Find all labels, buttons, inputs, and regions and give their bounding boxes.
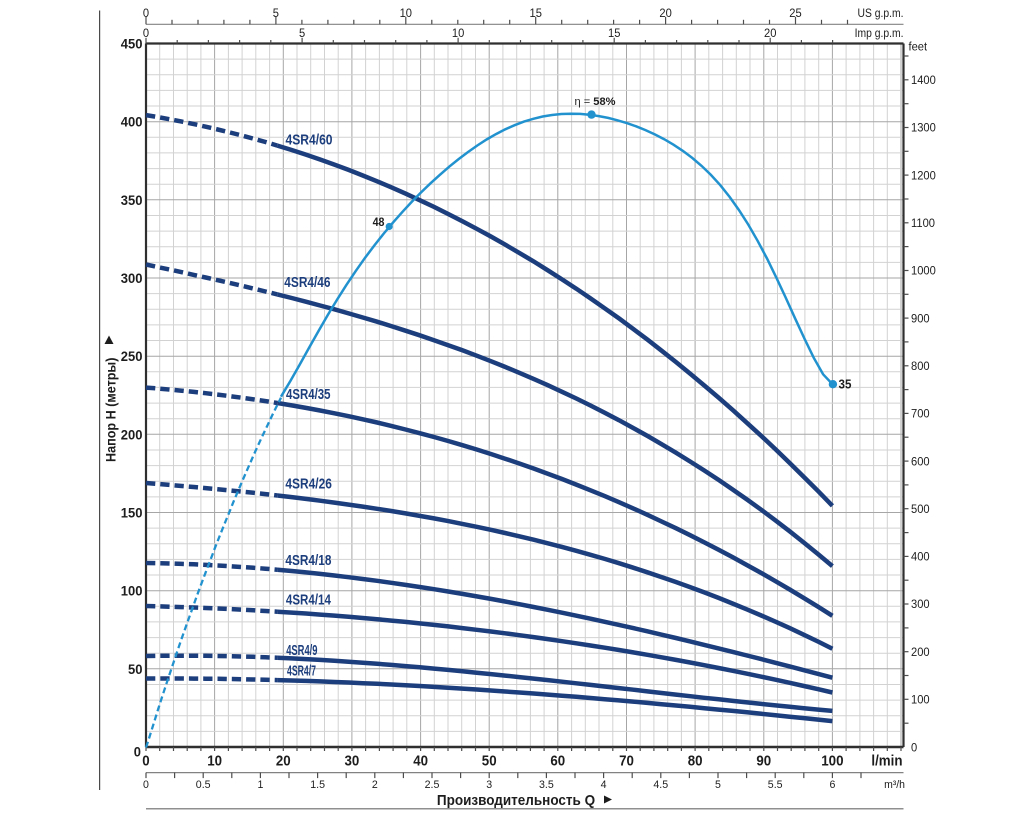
- svg-text:5: 5: [273, 8, 279, 20]
- svg-text:4: 4: [601, 779, 607, 791]
- svg-text:20: 20: [276, 754, 291, 770]
- svg-text:48: 48: [373, 217, 385, 229]
- svg-text:η = 58%: η = 58%: [575, 96, 616, 108]
- svg-text:2.5: 2.5: [425, 779, 440, 791]
- svg-text:300: 300: [911, 599, 930, 611]
- svg-text:50: 50: [128, 661, 143, 677]
- svg-text:450: 450: [121, 36, 143, 52]
- svg-text:0: 0: [911, 743, 917, 755]
- svg-text:250: 250: [121, 348, 143, 364]
- svg-text:Производительность Q: Производительность Q: [437, 792, 595, 809]
- svg-text:350: 350: [121, 192, 143, 208]
- svg-text:400: 400: [121, 114, 143, 130]
- svg-text:4SR4/46: 4SR4/46: [284, 275, 330, 291]
- svg-text:4SR4/26: 4SR4/26: [285, 477, 332, 493]
- svg-text:10: 10: [207, 754, 222, 770]
- svg-text:800: 800: [911, 361, 930, 373]
- svg-text:100: 100: [911, 695, 930, 707]
- svg-text:1100: 1100: [911, 218, 935, 230]
- svg-text:90: 90: [756, 754, 771, 770]
- svg-text:200: 200: [911, 647, 930, 659]
- svg-text:feet: feet: [909, 42, 928, 54]
- svg-text:4SR4/18: 4SR4/18: [285, 553, 331, 569]
- svg-text:1400: 1400: [911, 75, 936, 87]
- svg-text:0: 0: [142, 754, 149, 770]
- svg-text:1300: 1300: [911, 123, 936, 135]
- svg-text:Imp g.p.m.: Imp g.p.m.: [855, 28, 904, 40]
- svg-text:0: 0: [134, 744, 141, 760]
- svg-text:700: 700: [911, 409, 930, 421]
- svg-text:600: 600: [911, 456, 930, 468]
- svg-text:0: 0: [143, 8, 149, 20]
- svg-text:300: 300: [121, 270, 143, 286]
- svg-text:Напор H (метры): Напор H (метры): [103, 358, 119, 462]
- svg-text:900: 900: [911, 313, 930, 325]
- svg-text:35: 35: [839, 378, 852, 392]
- svg-text:1: 1: [257, 779, 263, 791]
- svg-text:4SR4/9: 4SR4/9: [286, 643, 317, 659]
- svg-text:0.5: 0.5: [196, 779, 211, 791]
- svg-text:100: 100: [121, 583, 143, 599]
- svg-text:4SR4/14: 4SR4/14: [286, 593, 332, 609]
- svg-text:10: 10: [452, 28, 464, 40]
- svg-text:200: 200: [121, 426, 143, 442]
- svg-text:100: 100: [821, 754, 843, 770]
- svg-text:1.5: 1.5: [310, 779, 325, 791]
- svg-text:US g.p.m.: US g.p.m.: [858, 8, 904, 20]
- svg-text:20: 20: [764, 28, 776, 40]
- svg-text:40: 40: [413, 754, 428, 770]
- svg-text:2: 2: [372, 779, 378, 791]
- svg-text:15: 15: [608, 28, 620, 40]
- svg-text:10: 10: [400, 8, 412, 20]
- svg-text:30: 30: [345, 754, 360, 770]
- svg-text:3.5: 3.5: [539, 779, 554, 791]
- svg-text:80: 80: [688, 754, 703, 770]
- svg-text:70: 70: [619, 754, 634, 770]
- svg-text:150: 150: [121, 505, 143, 521]
- svg-text:0: 0: [143, 779, 149, 791]
- svg-text:60: 60: [550, 754, 565, 770]
- svg-text:50: 50: [482, 754, 497, 770]
- svg-text:5.5: 5.5: [768, 779, 783, 791]
- svg-text:4SR4/35: 4SR4/35: [286, 387, 331, 403]
- svg-text:400: 400: [911, 552, 930, 564]
- svg-text:4SR4/60: 4SR4/60: [286, 133, 333, 149]
- svg-text:l/min: l/min: [871, 754, 902, 770]
- svg-text:500: 500: [911, 504, 930, 516]
- svg-text:1000: 1000: [911, 266, 936, 278]
- svg-text:1200: 1200: [911, 170, 936, 182]
- svg-text:m³/h: m³/h: [884, 779, 905, 791]
- svg-text:6: 6: [829, 779, 835, 791]
- svg-text:3: 3: [486, 779, 492, 791]
- svg-text:4SR4/7: 4SR4/7: [287, 663, 316, 679]
- svg-text:0: 0: [143, 28, 149, 40]
- svg-text:20: 20: [659, 8, 671, 20]
- svg-text:5: 5: [715, 779, 721, 791]
- svg-text:15: 15: [530, 8, 542, 20]
- svg-text:5: 5: [299, 28, 305, 40]
- svg-text:4.5: 4.5: [653, 779, 668, 791]
- svg-text:25: 25: [789, 8, 801, 20]
